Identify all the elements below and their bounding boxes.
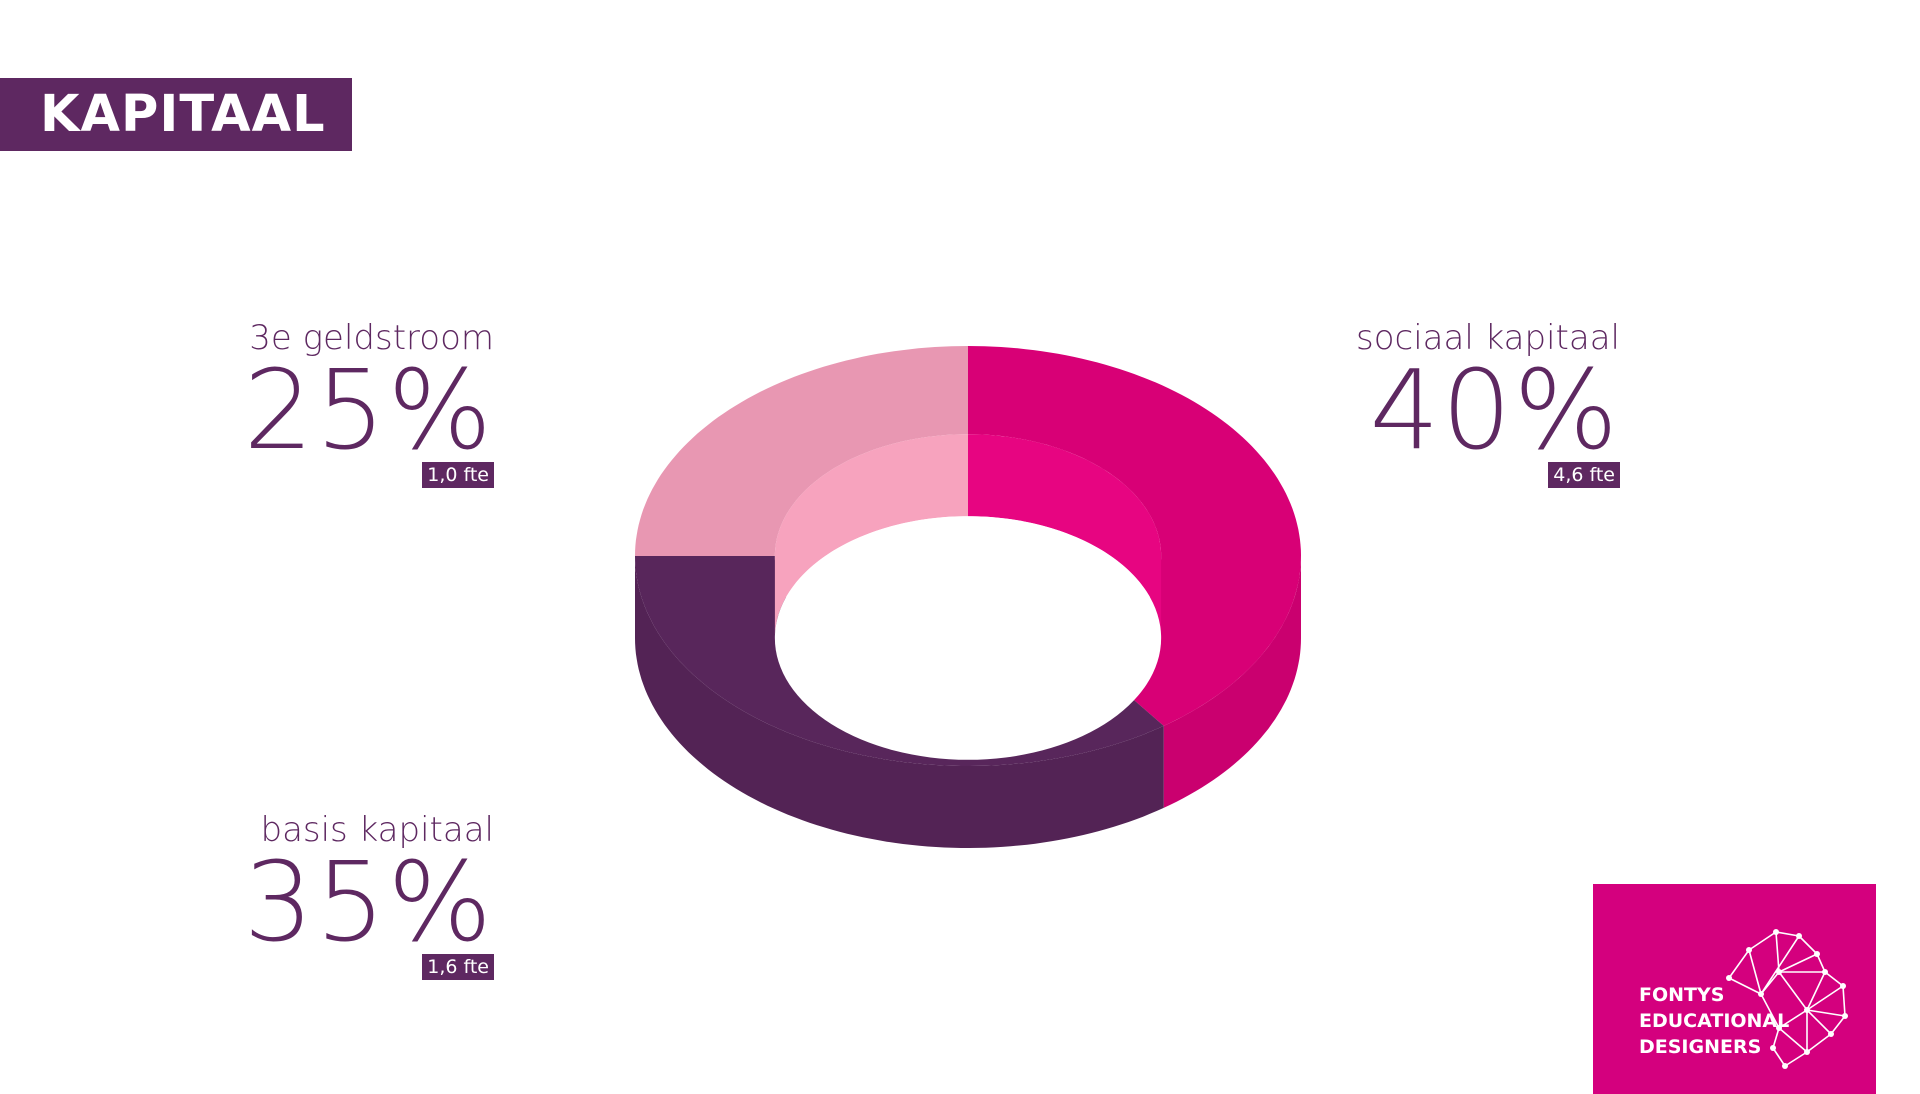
slice-label-basis-kapitaal: basis kapitaal: [260, 810, 494, 850]
logo-text: FONTYS EDUCATIONAL DESIGNERS: [1639, 982, 1789, 1060]
donut-hole: [774, 516, 1162, 760]
title-banner: KAPITAAL: [0, 78, 352, 151]
slice-top-3e-geldstroom: [635, 346, 968, 556]
slice-top-sociaal-kapitaal: [968, 346, 1301, 726]
logo-line-3: DESIGNERS: [1639, 1036, 1762, 1058]
slice-label-3e-geldstroom: 3e geldstroom: [249, 318, 494, 358]
slice-label-sociaal-kapitaal: sociaal kapitaal: [1356, 318, 1620, 358]
label-sociaal-kapitaal: sociaal kapitaal 40% 4,6 fte: [1356, 318, 1620, 488]
page-title: KAPITAAL: [40, 85, 326, 144]
slice-inner-wall-sociaal-kapitaal: [968, 434, 1162, 638]
slice-inner-wall-3e-geldstroom: [774, 434, 968, 638]
network-head-icon: [1726, 929, 1848, 1069]
slice-fte-3e-geldstroom: 1,0 fte: [422, 462, 494, 488]
logo-line-2: EDUCATIONAL: [1639, 1010, 1790, 1032]
slice-outer-wall-basis-kapitaal: [635, 556, 1164, 848]
label-basis-kapitaal: basis kapitaal 35% 1,6 fte: [243, 810, 494, 980]
slice-fte-sociaal-kapitaal: 4,6 fte: [1548, 462, 1620, 488]
fontys-logo: FONTYS EDUCATIONAL DESIGNERS: [1593, 884, 1876, 1094]
slice-outer-wall-sociaal-kapitaal: [1163, 556, 1301, 808]
logo-line-1: FONTYS: [1639, 984, 1725, 1006]
slice-percent-3e-geldstroom: 25%: [243, 346, 494, 474]
slice-percent-basis-kapitaal: 35%: [243, 838, 494, 966]
slice-fte-basis-kapitaal: 1,6 fte: [422, 954, 494, 980]
label-3e-geldstroom: 3e geldstroom 25% 1,0 fte: [243, 318, 494, 488]
slice-percent-sociaal-kapitaal: 40%: [1369, 346, 1620, 474]
